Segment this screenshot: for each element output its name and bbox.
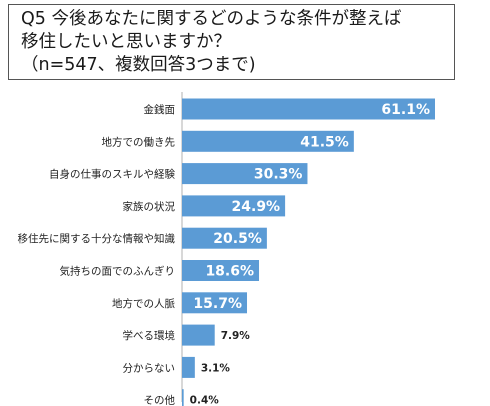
- data-label: 20.5%: [213, 231, 262, 247]
- bar: [182, 389, 184, 406]
- data-label: 61.1%: [381, 102, 430, 118]
- bar: [182, 163, 308, 185]
- data-label: 18.6%: [205, 264, 254, 280]
- category-label: 気持ちの面でのふんぎり: [60, 265, 176, 278]
- category-label: 学べる環境: [123, 329, 176, 342]
- chart-title-line-2: 移住したいと思いますか？: [21, 32, 231, 52]
- bar: [182, 356, 195, 378]
- category-label: 自身の仕事のスキルや経験: [49, 168, 175, 181]
- bar: [182, 195, 286, 217]
- category-label: 地方での人脈: [112, 297, 175, 310]
- bar: [182, 260, 260, 281]
- category-label: 家族の状況: [123, 200, 176, 213]
- data-label: 7.9%: [221, 330, 251, 342]
- bar: [182, 98, 435, 120]
- data-label: 3.1%: [201, 362, 231, 374]
- bar: [182, 292, 248, 314]
- data-label: 30.3%: [254, 167, 303, 183]
- category-label: 金銭面: [144, 103, 176, 116]
- chart-title-line-1: Q5 今後あなたに関するどのような条件が整えば: [21, 9, 402, 29]
- chart-title-line-3: （n=547、複数回答3つまで): [21, 55, 256, 75]
- category-label: 地方での働き先: [102, 135, 176, 148]
- bar: [182, 227, 267, 249]
- data-label: 0.4%: [190, 395, 220, 406]
- data-label: 41.5%: [300, 134, 349, 150]
- data-label: 15.7%: [193, 296, 242, 312]
- data-label: 24.9%: [232, 199, 281, 215]
- bar: [182, 324, 215, 346]
- category-label: 移住先に関する十分な情報や知識: [18, 232, 176, 245]
- chart-title-box: Q5 今後あなたに関するどのような条件が整えば 移住したいと思いますか？ （n=…: [8, 4, 455, 80]
- category-label: その他: [144, 394, 176, 406]
- category-label: 分からない: [123, 362, 176, 374]
- bar: [182, 130, 354, 152]
